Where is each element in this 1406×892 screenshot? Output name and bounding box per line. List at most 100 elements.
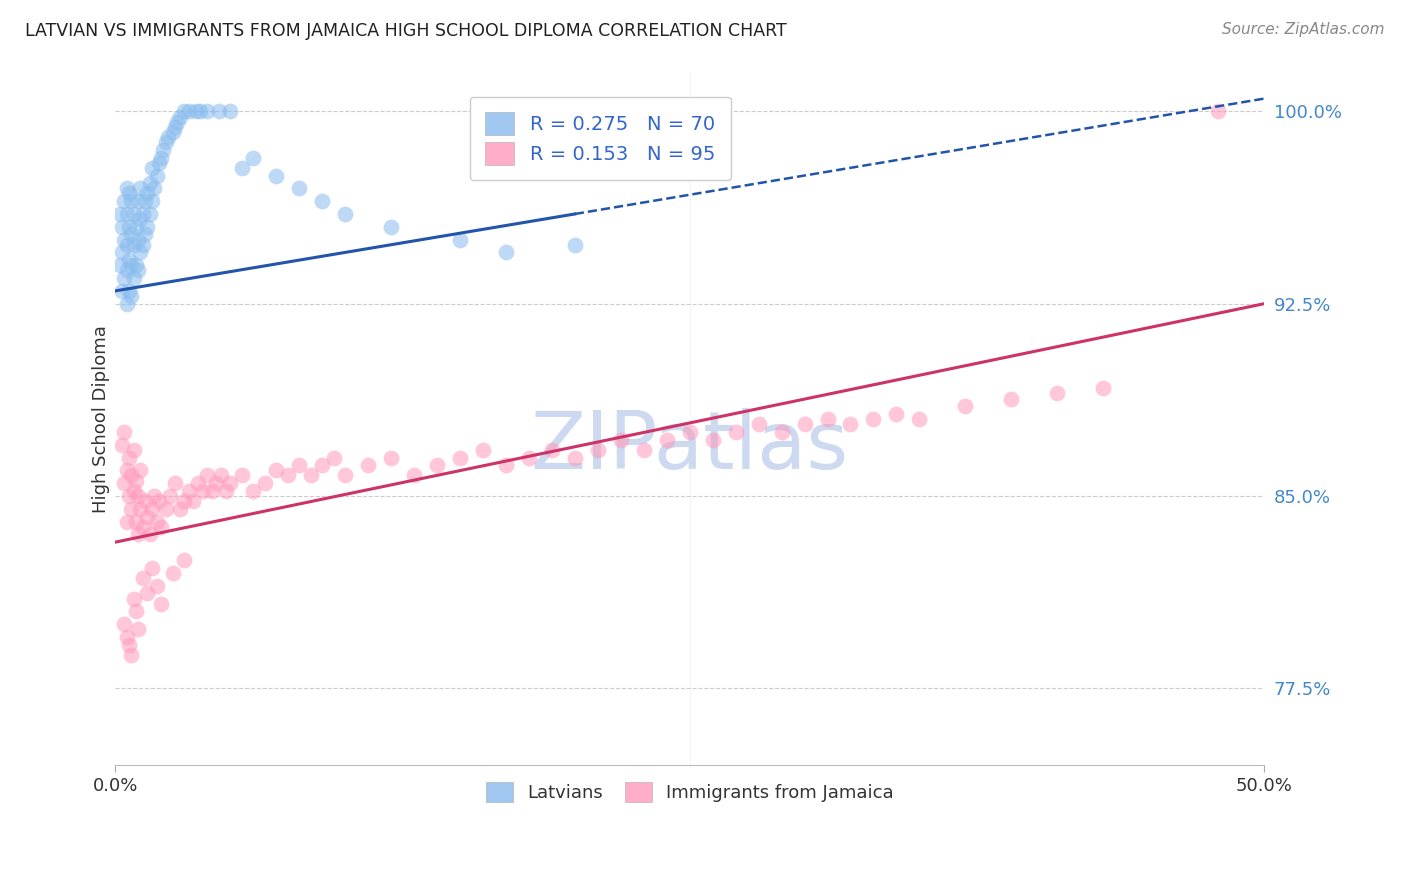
Point xyxy=(231,468,253,483)
Point xyxy=(817,412,839,426)
Point xyxy=(115,207,138,221)
Point xyxy=(1206,104,1229,119)
Point xyxy=(322,450,344,465)
Point xyxy=(136,219,159,234)
Point xyxy=(120,289,142,303)
Point xyxy=(134,194,156,209)
Point xyxy=(111,284,134,298)
Point xyxy=(127,194,149,209)
Point xyxy=(150,520,173,534)
Point xyxy=(724,425,747,439)
Point xyxy=(1000,392,1022,406)
Point xyxy=(426,458,449,473)
Point xyxy=(136,509,159,524)
Point xyxy=(129,245,152,260)
Point xyxy=(125,515,148,529)
Point xyxy=(311,194,333,209)
Point xyxy=(112,233,135,247)
Point xyxy=(132,237,155,252)
Point xyxy=(115,237,138,252)
Point xyxy=(214,483,236,498)
Point xyxy=(129,212,152,227)
Point xyxy=(231,161,253,175)
Point xyxy=(118,638,141,652)
Point xyxy=(770,425,793,439)
Point xyxy=(471,442,494,457)
Point xyxy=(141,194,163,209)
Point xyxy=(162,566,184,580)
Point xyxy=(136,586,159,600)
Point xyxy=(1046,386,1069,401)
Point xyxy=(141,501,163,516)
Point xyxy=(115,515,138,529)
Point xyxy=(108,258,131,272)
Point xyxy=(564,237,586,252)
Point xyxy=(125,258,148,272)
Point xyxy=(143,181,166,195)
Point xyxy=(155,135,177,149)
Point xyxy=(122,483,145,498)
Point xyxy=(115,296,138,310)
Point xyxy=(495,245,517,260)
Point xyxy=(129,501,152,516)
Point xyxy=(655,433,678,447)
Point xyxy=(118,253,141,268)
Point xyxy=(184,104,207,119)
Point xyxy=(242,151,264,165)
Text: ZIPatlas: ZIPatlas xyxy=(530,408,849,486)
Point xyxy=(886,407,908,421)
Point xyxy=(159,489,181,503)
Point xyxy=(115,181,138,195)
Point xyxy=(120,194,142,209)
Point xyxy=(173,494,195,508)
Point xyxy=(609,433,631,447)
Point xyxy=(134,494,156,508)
Point xyxy=(127,527,149,541)
Point xyxy=(402,468,425,483)
Point xyxy=(201,483,224,498)
Point xyxy=(311,458,333,473)
Point xyxy=(288,181,311,195)
Point xyxy=(112,194,135,209)
Text: Source: ZipAtlas.com: Source: ZipAtlas.com xyxy=(1222,22,1385,37)
Point xyxy=(125,604,148,618)
Point xyxy=(145,515,167,529)
Point xyxy=(112,476,135,491)
Point xyxy=(122,442,145,457)
Point xyxy=(163,120,186,134)
Point xyxy=(357,458,380,473)
Point xyxy=(118,284,141,298)
Point xyxy=(122,591,145,606)
Point xyxy=(150,597,173,611)
Point xyxy=(633,442,655,457)
Point xyxy=(129,463,152,477)
Point xyxy=(253,476,276,491)
Point xyxy=(120,258,142,272)
Point xyxy=(134,227,156,242)
Point xyxy=(120,468,142,483)
Point xyxy=(111,438,134,452)
Point xyxy=(127,623,149,637)
Point xyxy=(122,271,145,285)
Point xyxy=(132,207,155,221)
Point xyxy=(115,630,138,644)
Point xyxy=(118,186,141,201)
Point xyxy=(132,571,155,585)
Point xyxy=(702,433,724,447)
Point xyxy=(122,237,145,252)
Point xyxy=(299,468,322,483)
Point xyxy=(219,104,242,119)
Point xyxy=(163,476,186,491)
Point xyxy=(955,399,977,413)
Point xyxy=(242,483,264,498)
Point xyxy=(152,143,174,157)
Point xyxy=(793,417,815,432)
Legend: Latvians, Immigrants from Jamaica: Latvians, Immigrants from Jamaica xyxy=(472,769,907,815)
Point xyxy=(264,169,287,183)
Point xyxy=(209,468,232,483)
Point xyxy=(333,207,356,221)
Point xyxy=(118,219,141,234)
Point xyxy=(191,483,214,498)
Point xyxy=(177,483,200,498)
Text: LATVIAN VS IMMIGRANTS FROM JAMAICA HIGH SCHOOL DIPLOMA CORRELATION CHART: LATVIAN VS IMMIGRANTS FROM JAMAICA HIGH … xyxy=(25,22,787,40)
